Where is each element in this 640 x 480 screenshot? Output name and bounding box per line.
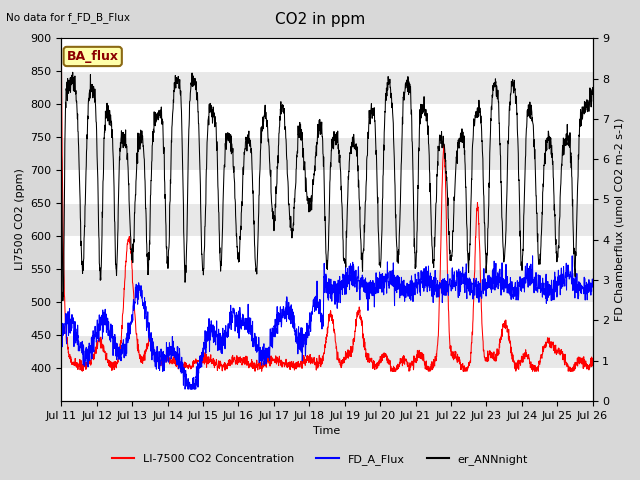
Text: No data for f_FD_B_Flux: No data for f_FD_B_Flux bbox=[6, 12, 131, 23]
Y-axis label: FD Chamberflux (umol CO2 m-2 s-1): FD Chamberflux (umol CO2 m-2 s-1) bbox=[615, 118, 625, 321]
Text: BA_flux: BA_flux bbox=[67, 50, 118, 63]
Bar bbox=[61, 335, 593, 368]
Bar bbox=[61, 269, 593, 302]
X-axis label: Time: Time bbox=[314, 426, 340, 436]
Bar bbox=[61, 137, 593, 170]
Y-axis label: LI7500 CO2 (ppm): LI7500 CO2 (ppm) bbox=[15, 168, 25, 271]
Legend: LI-7500 CO2 Concentration, FD_A_Flux, er_ANNnight: LI-7500 CO2 Concentration, FD_A_Flux, er… bbox=[108, 450, 532, 469]
Bar bbox=[61, 203, 593, 236]
Text: CO2 in ppm: CO2 in ppm bbox=[275, 12, 365, 27]
Bar bbox=[61, 71, 593, 104]
